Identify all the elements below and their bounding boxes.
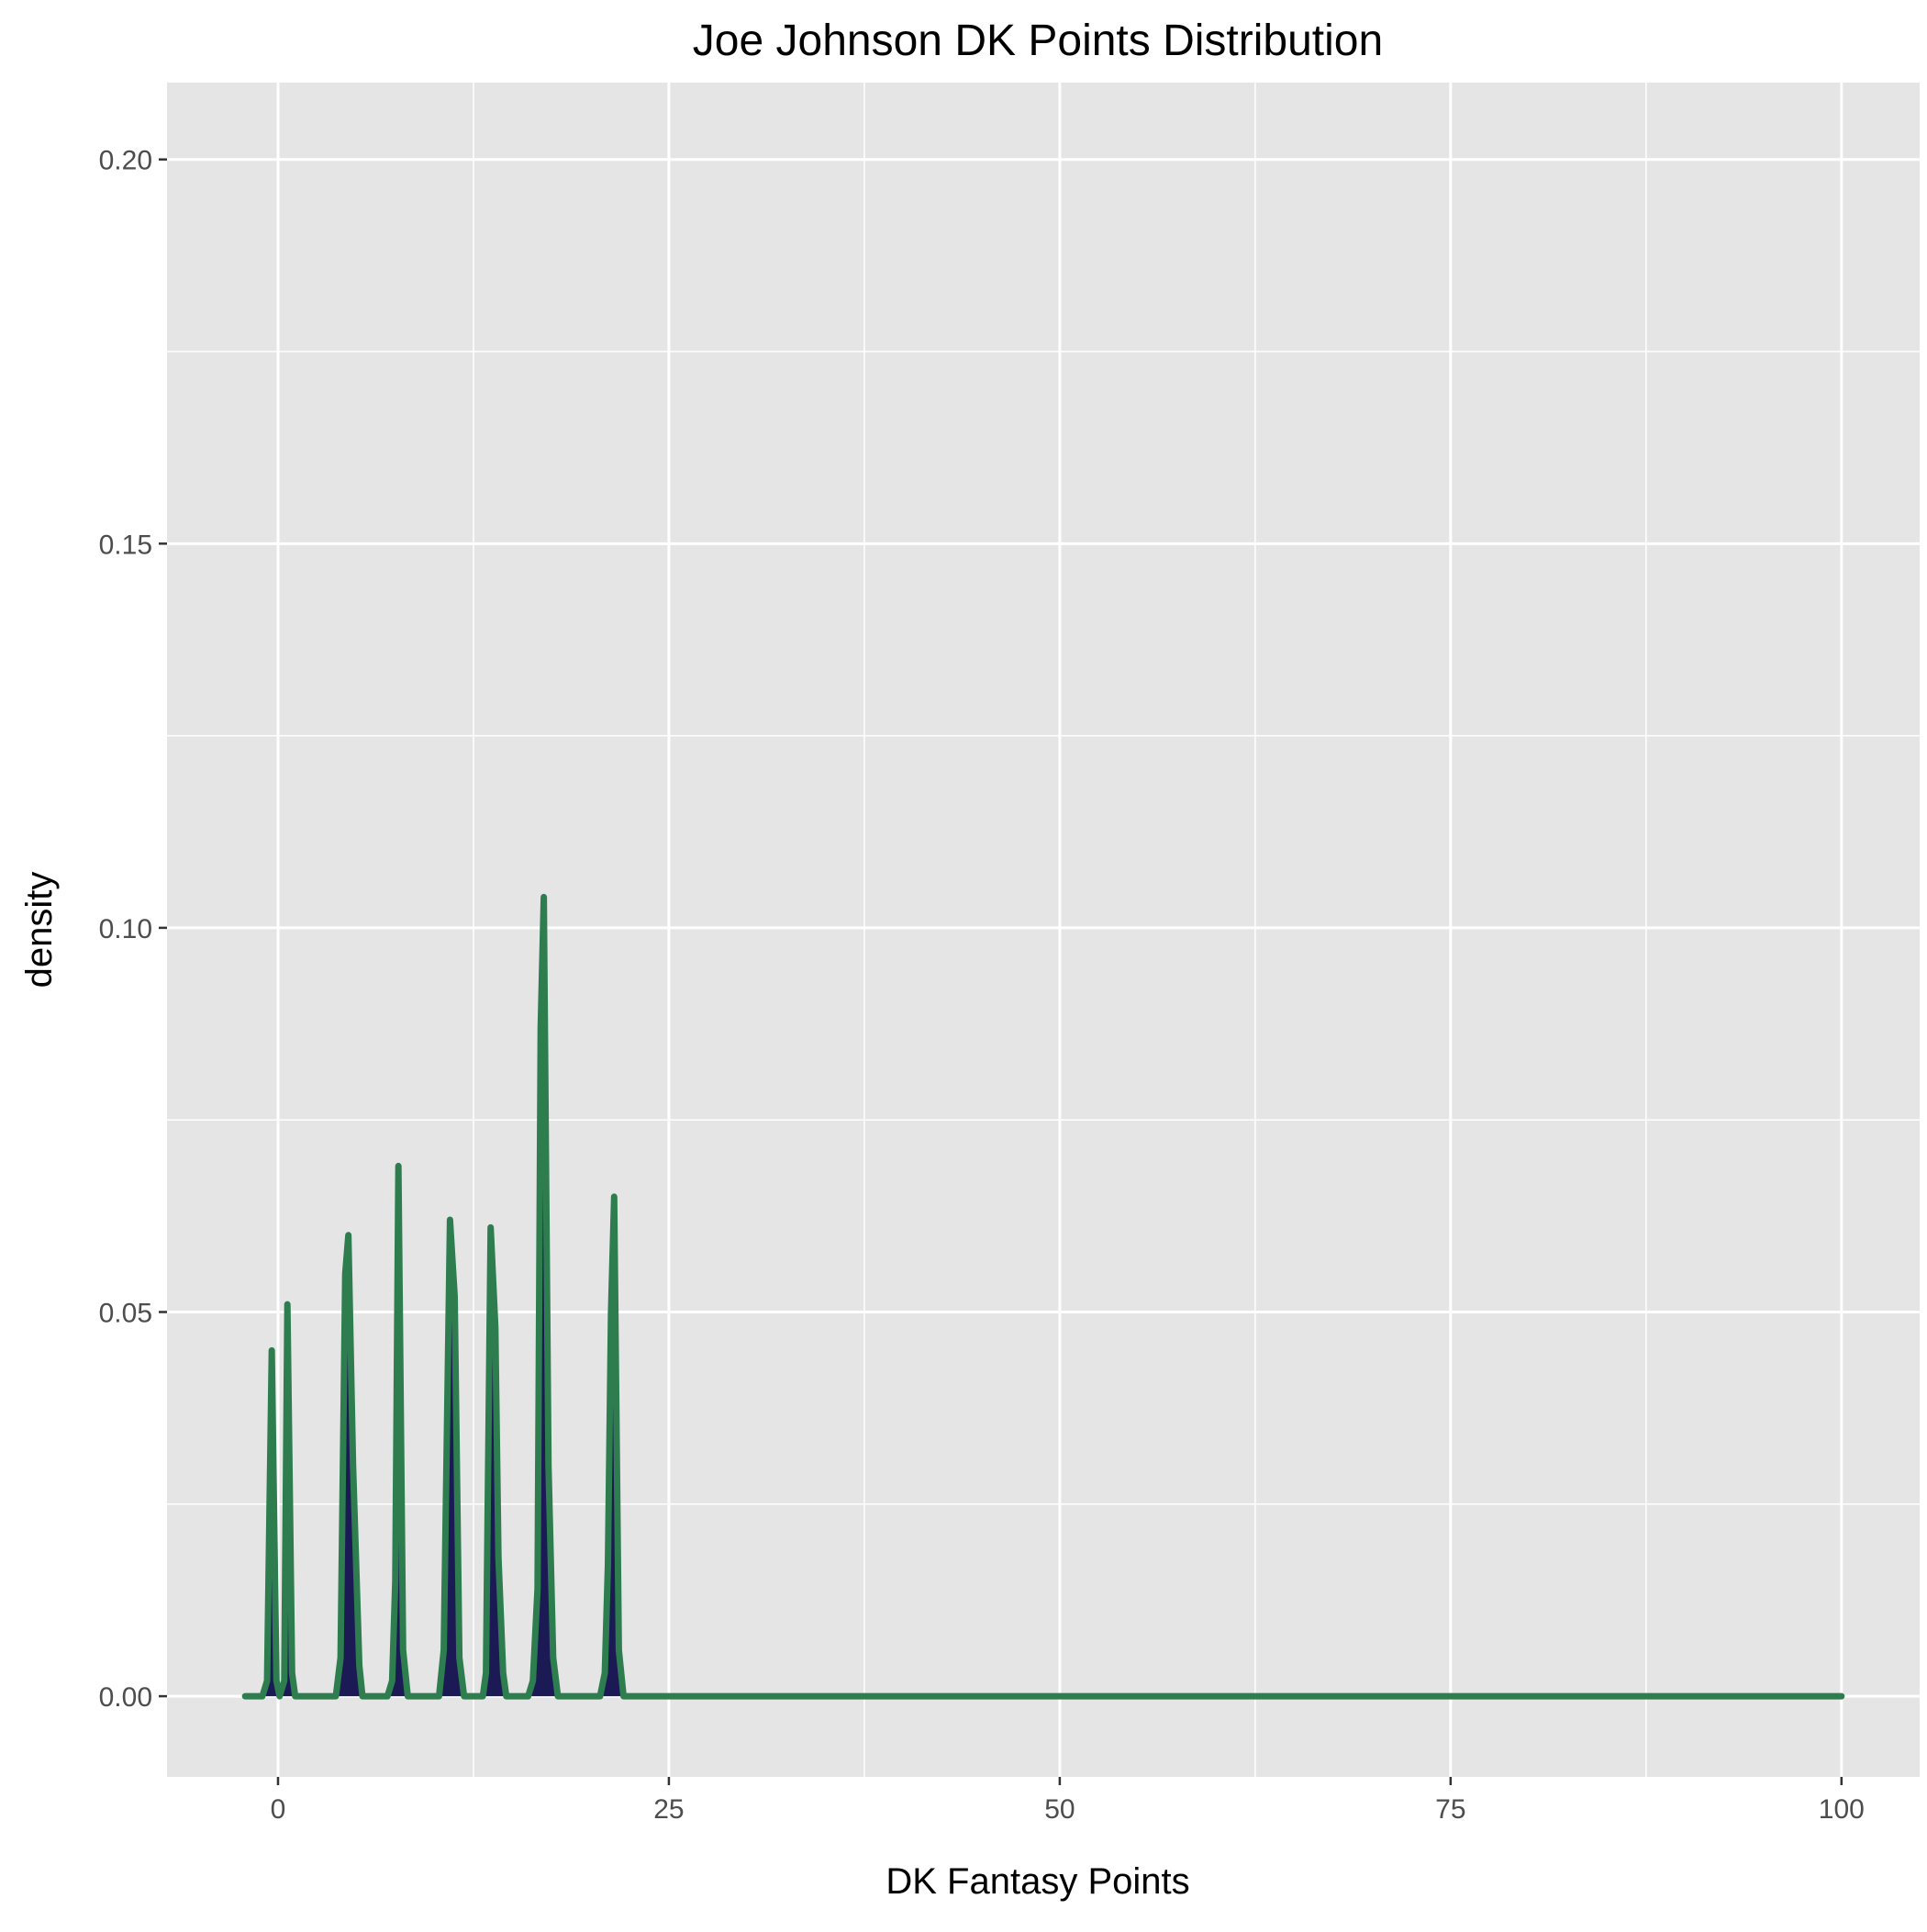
x-tick-label: 100 bbox=[1819, 1794, 1865, 1825]
y-tick-label: 0.10 bbox=[99, 914, 152, 944]
x-tick-label: 50 bbox=[1044, 1794, 1075, 1825]
y-tick-label: 0.15 bbox=[99, 530, 152, 560]
y-axis-label: density bbox=[19, 872, 60, 988]
axes: 0 25 50 75 100 0.00 0.05 0.10 0.15 0.20 bbox=[99, 146, 1865, 1825]
x-tick-label: 75 bbox=[1435, 1794, 1465, 1825]
x-tick-label: 0 bbox=[271, 1794, 286, 1825]
x-axis-label: DK Fantasy Points bbox=[886, 1861, 1189, 1902]
y-tick-label: 0.20 bbox=[99, 146, 152, 176]
y-tick-label: 0.00 bbox=[99, 1682, 152, 1713]
density-line bbox=[241, 893, 1845, 1700]
chart-title: Joe Johnson DK Points Distribution bbox=[693, 17, 1383, 65]
y-tick-label: 0.05 bbox=[99, 1299, 152, 1329]
x-tick-label: 25 bbox=[653, 1794, 684, 1825]
plot-panel bbox=[167, 83, 1920, 1777]
data-layer bbox=[241, 893, 1845, 1700]
